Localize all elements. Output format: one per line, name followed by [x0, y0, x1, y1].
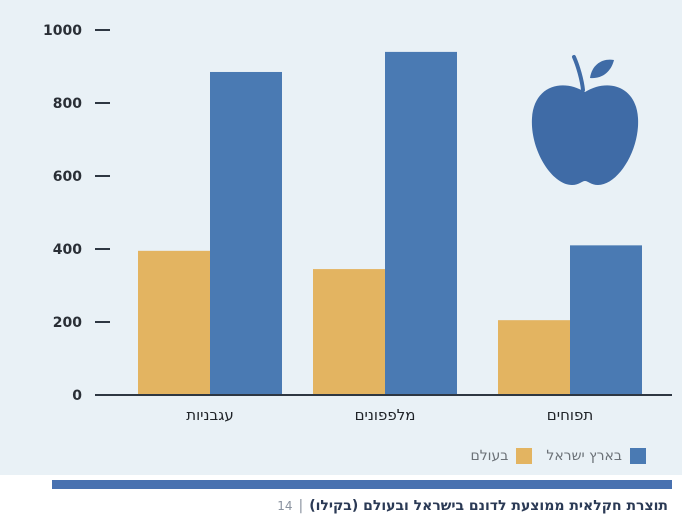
legend-swatch-world: [516, 448, 533, 464]
y-tick-label: 800: [53, 96, 82, 112]
caption-text: תוצרת חקלאית ממוצעת לדונם בישראל ובעולם …: [309, 498, 668, 514]
bar-world: [498, 320, 570, 395]
bar-israel: [385, 51, 457, 396]
legend-swatch-israel: [630, 448, 646, 464]
legend-label-world: בעולם: [470, 448, 509, 464]
bar-chart: 0 200 400 600 800 1000 תפוחים מלפפונים עגבניות: [43, 23, 672, 424]
bar-israel: [570, 245, 642, 395]
apple-stem: [572, 55, 585, 92]
category-label: תפוחים: [547, 406, 593, 424]
y-tick-label: 600: [53, 169, 82, 185]
caption-page-number: 14: [277, 499, 293, 513]
y-tick-label: 0: [72, 388, 82, 404]
y-axis: 0 200 400 600 800 1000: [43, 23, 110, 404]
bar-israel: [210, 71, 282, 395]
figure-caption: תוצרת חקלאית ממוצעת לדונם בישראל ובעולם …: [277, 498, 668, 514]
legend: בארץ ישראל בעולם: [470, 448, 646, 464]
y-tick-label: 400: [53, 242, 82, 258]
category-label: מלפפונים: [355, 406, 416, 424]
bar-world: [138, 250, 210, 395]
legend-item-world: בעולם: [470, 448, 533, 464]
apple-icon: [531, 55, 639, 185]
category-labels: תפוחים מלפפונים עגבניות: [186, 406, 593, 424]
bar-world: [313, 269, 385, 395]
chart-panel: 0 200 400 600 800 1000 תפוחים מלפפונים עגבניות …: [0, 0, 682, 475]
y-tick-label: 1000: [43, 23, 82, 39]
bars: [138, 51, 642, 396]
legend-item-israel: בארץ ישראל: [546, 448, 646, 464]
caption-separator: |: [298, 498, 304, 514]
y-tick-label: 200: [53, 315, 82, 331]
divider-bar: [52, 480, 672, 489]
legend-label-israel: בארץ ישראל: [546, 448, 622, 464]
category-label: עגבניות: [186, 406, 234, 424]
apple-body: [531, 85, 639, 185]
apple-leaf: [590, 59, 614, 79]
